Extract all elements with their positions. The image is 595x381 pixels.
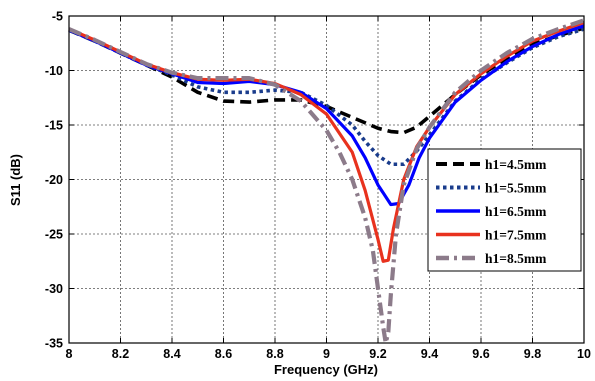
plot-frame (68, 15, 585, 344)
y-axis-label: S11 (dB) (8, 154, 23, 206)
legend: h1=4.5mm h1=5.5mm h1=6.5mm h1=7.5mm h1=8.5mm (427, 148, 582, 272)
tick-labels: 8 8.2 8.4 8.6 8.8 9 9.2 9.4 9.6 9.8 10 -35 -30 -25 -20… (45, 10, 591, 362)
y-tick-label: -10 (45, 64, 63, 78)
y-tick-label: -15 (45, 119, 63, 133)
y-tick-label: -20 (45, 173, 63, 187)
legend-label-5: h1=8.5mm (485, 251, 547, 266)
x-tick-label: 9 (323, 347, 330, 361)
x-tick-label: 9.6 (472, 347, 489, 361)
legend-label-4: h1=7.5mm (485, 228, 547, 243)
x-tick-label: 8.8 (266, 347, 283, 361)
y-tick-label: -30 (45, 282, 63, 296)
x-tick-label: 8.2 (112, 347, 129, 361)
x-tick-label: 8.6 (215, 347, 232, 361)
x-tick-label: 8.4 (163, 347, 180, 361)
series-line-5 (68, 18, 585, 346)
grid-lines (68, 15, 585, 344)
x-tick-label: 9.4 (421, 347, 438, 361)
x-axis-label: Frequency (GHz) (274, 362, 378, 377)
y-tick-label: -5 (52, 10, 63, 24)
legend-label-3: h1=6.5mm (485, 204, 547, 219)
y-tick-label: -35 (45, 337, 63, 351)
x-tick-label: 9.8 (524, 347, 541, 361)
legend-label-2: h1=5.5mm (485, 181, 547, 196)
x-tick-label: 10 (577, 347, 591, 361)
x-tick-label: 9.2 (369, 347, 386, 361)
series-lines (68, 18, 585, 346)
y-tick-label: -25 (45, 228, 63, 242)
x-tick-label: 8 (66, 347, 73, 361)
legend-label-1: h1=4.5mm (485, 157, 547, 172)
